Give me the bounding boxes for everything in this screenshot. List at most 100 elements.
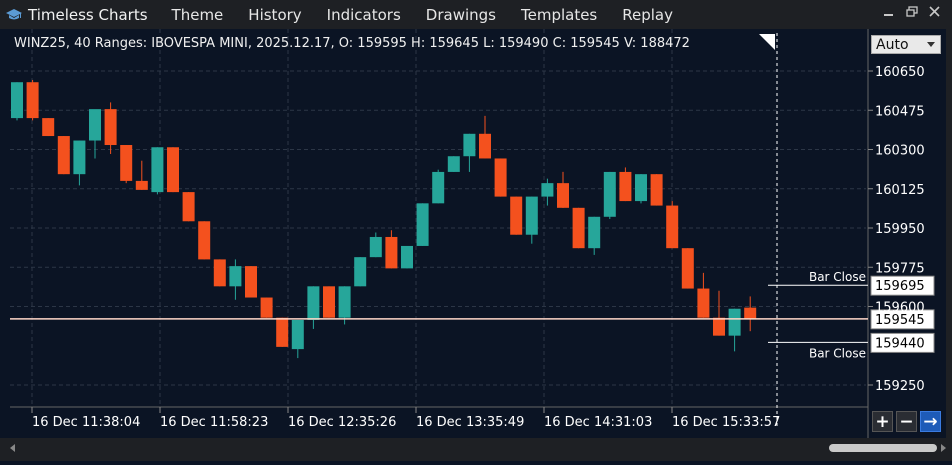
candle: [728, 308, 741, 352]
vertical-scrollbar[interactable]: [946, 29, 952, 438]
scale-mode-select[interactable]: Auto: [871, 35, 941, 54]
chart-header: WINZ25, 40 Ranges: IBOVESPA MINI, 2025.1…: [14, 36, 690, 51]
candle-body: [26, 82, 39, 119]
scroll-to-latest-button[interactable]: →: [920, 411, 941, 432]
candle: [681, 248, 694, 289]
menu-indicators[interactable]: Indicators: [326, 5, 401, 24]
app-title: Timeless Charts: [28, 5, 148, 24]
zoom-in-label: +: [875, 411, 890, 432]
menu-history[interactable]: History: [248, 5, 302, 24]
scale-mode-value: Auto: [876, 36, 909, 53]
candle-body: [541, 183, 554, 197]
menu-drawings[interactable]: Drawings: [425, 5, 496, 24]
candle-body: [57, 136, 70, 175]
candle-body: [73, 140, 86, 175]
candle: [369, 232, 382, 258]
scrollbar-thumb[interactable]: [829, 444, 937, 452]
candle-body: [744, 307, 757, 319]
bar-close-price-box: [870, 275, 935, 296]
candle-body: [167, 147, 179, 193]
candle: [245, 266, 257, 298]
candle-body: [588, 216, 601, 249]
price-tick-label: 159600: [875, 301, 925, 316]
candle-body: [369, 236, 382, 258]
arrow-right-icon: →: [923, 411, 938, 432]
bar-close-label: Bar Close: [809, 346, 866, 360]
candle: [11, 82, 23, 121]
candle-body: [494, 158, 507, 197]
candle-body: [432, 171, 445, 204]
candle: [650, 174, 663, 206]
scroll-right-icon[interactable]: [941, 444, 946, 452]
candle-body: [104, 109, 117, 146]
candle: [89, 109, 101, 159]
menu-theme[interactable]: Theme: [171, 5, 224, 24]
candle: [432, 169, 445, 204]
current-price-box: [870, 309, 935, 330]
candle-body: [557, 183, 569, 208]
candle: [557, 171, 569, 208]
candle: [182, 192, 195, 222]
price-tick-label: 160475: [875, 104, 925, 119]
menu-templates[interactable]: Templates: [520, 5, 598, 24]
candle: [120, 145, 133, 184]
candle-body: [666, 205, 679, 249]
time-axis-ticks: 16 Dec 11:38:04 16 Dec 11:58:23 16 Dec 12:…: [31, 407, 780, 430]
candle-body: [416, 203, 429, 246]
horizontal-scrollbar[interactable]: [0, 438, 952, 461]
candle: [447, 156, 460, 172]
chart-area[interactable]: 159545 160650 160475 160300 160125 159950 159…: [0, 29, 952, 461]
candlestick-chart[interactable]: 159545 160650 160475 160300 160125 159950 159…: [0, 29, 952, 461]
candle-body: [198, 221, 211, 260]
candle-body: [245, 266, 257, 298]
grid-lines: [10, 29, 866, 407]
candle: [104, 102, 117, 154]
candle: [291, 319, 304, 359]
corner-marker-icon: [759, 34, 775, 50]
candle: [135, 160, 148, 190]
scroll-left-icon[interactable]: [10, 444, 15, 452]
candle: [635, 174, 647, 204]
candle-body: [525, 196, 538, 235]
candle-body: [135, 180, 148, 190]
close-icon[interactable]: [929, 6, 940, 21]
zoom-out-button[interactable]: −: [896, 411, 917, 432]
zoom-in-button[interactable]: +: [872, 411, 893, 432]
restore-icon[interactable]: [906, 6, 918, 21]
candle-body: [385, 236, 398, 269]
candle-body: [463, 133, 476, 157]
candle: [416, 203, 429, 246]
candle: [572, 207, 585, 249]
candle: [494, 158, 507, 197]
price-tick-label: 159250: [875, 379, 925, 394]
candles-layer: [11, 79, 757, 359]
price-tick-label: 160300: [875, 144, 925, 159]
zoom-out-label: −: [899, 411, 914, 432]
candle: [26, 79, 39, 121]
bar-close-label: Bar Close: [809, 270, 866, 284]
bar-close-price-label: 159695: [875, 279, 925, 294]
candle: [588, 216, 601, 255]
time-tick-label: 16 Dec 11:58:23: [160, 415, 268, 430]
candle: [42, 118, 55, 137]
bar-close-annotations: Bar Close 159695 Bar Close 159440: [768, 270, 935, 360]
candle: [57, 136, 70, 175]
candle-body: [42, 118, 55, 137]
candle: [463, 133, 476, 172]
candle: [354, 257, 367, 287]
minimize-icon[interactable]: [883, 6, 894, 21]
candle-body: [260, 297, 273, 318]
candle-body: [307, 286, 320, 320]
bar-close-price-box: [870, 332, 935, 353]
menu-replay[interactable]: Replay: [622, 5, 673, 24]
candle-body: [603, 171, 616, 217]
candle-body: [120, 145, 133, 181]
candle: [401, 245, 413, 269]
candle: [73, 140, 86, 186]
candle: [276, 317, 289, 347]
candle: [510, 196, 523, 235]
candle-body: [354, 257, 367, 287]
candle: [167, 147, 179, 193]
candle: [744, 296, 757, 332]
candle-body: [89, 109, 101, 141]
